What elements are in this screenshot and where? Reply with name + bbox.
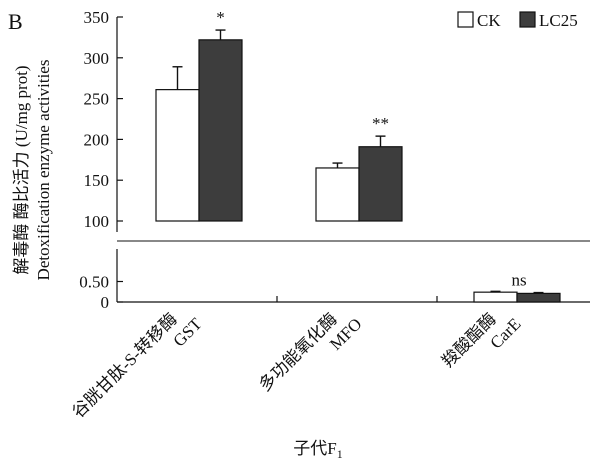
category-label-cn: 多功能氧化酶 (255, 309, 341, 395)
legend-label-lc25: LC25 (539, 11, 578, 30)
significance-label: * (216, 8, 225, 27)
x-axis-title-main: 子代F (293, 439, 336, 458)
bar-ck-care (473, 291, 518, 303)
legend-swatch-lc25 (519, 11, 536, 28)
bar-lc25-care (516, 292, 561, 303)
significance-label: ns (511, 271, 526, 290)
significance-label: ** (372, 114, 389, 133)
panel-label: B (8, 9, 23, 34)
y-tick-label: 0.50 (79, 273, 109, 292)
y-tick-label: 0 (101, 293, 110, 312)
axes (116, 16, 590, 303)
x-axis-title: 子代F1 (293, 439, 342, 461)
y-tick-label: 200 (84, 130, 110, 149)
y-tick-label: 250 (84, 90, 110, 109)
x-axis-title-subscript: 1 (337, 447, 343, 461)
bar-lc25-mfo (358, 146, 403, 222)
y-tick-label: 150 (84, 171, 110, 190)
bars (155, 29, 561, 303)
legend-swatch-ck (457, 11, 474, 28)
y-axis-title-en: Detoxification enzyme activities (34, 60, 53, 281)
bar-ck-mfo (315, 167, 360, 222)
y-axis-title-cn: 解毒酶 酶比活力 (U/mg prot) (12, 65, 31, 274)
bar-ck-gst (155, 89, 200, 222)
y-tick-label: 300 (84, 49, 110, 68)
legend: CK LC25 (457, 11, 578, 30)
category-label-cn: 谷胱甘肽-S-转移酶 (69, 309, 181, 421)
y-tick-label: 100 (84, 212, 110, 231)
bar-lc25-gst (198, 39, 243, 222)
legend-label-ck: CK (477, 11, 501, 30)
y-tick-label: 350 (84, 8, 110, 27)
